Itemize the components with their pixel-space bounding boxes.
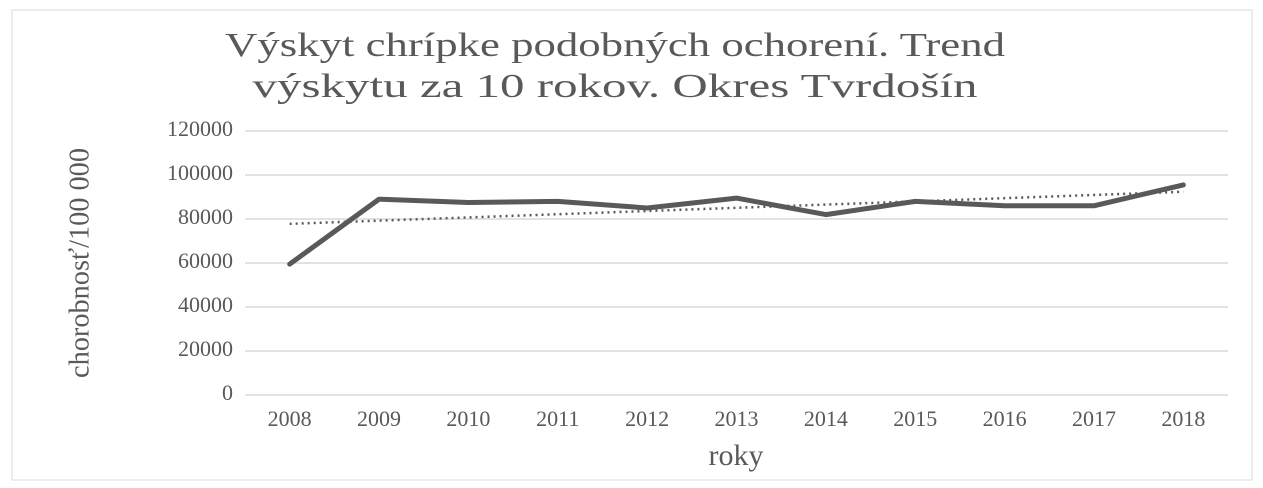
x-tick-label: 2010 (446, 406, 490, 431)
data-line (287, 182, 1186, 267)
x-tick-label: 2016 (983, 406, 1027, 431)
x-tick-label: 2017 (1072, 406, 1116, 431)
x-tick-label: 2013 (715, 406, 759, 431)
y-tick-label: 40000 (178, 292, 233, 317)
x-tick-label: 2011 (536, 406, 579, 431)
y-tick-label: 80000 (178, 204, 233, 229)
y-tick-label: 0 (222, 380, 233, 405)
y-tick-label: 120000 (167, 116, 233, 141)
y-axis-label: chorobnosť/100 000 (64, 148, 95, 378)
x-tick-label: 2008 (268, 406, 312, 431)
trend-line (289, 190, 1184, 226)
x-tick-label: 2012 (625, 406, 669, 431)
x-tick-label: 2015 (893, 406, 937, 431)
chart-title: výskytu za 10 rokov. Okres Tvrdošín (253, 68, 978, 105)
chart-border (11, 9, 1253, 481)
y-tick-label: 100000 (167, 160, 233, 185)
x-tick-label: 2009 (357, 406, 401, 431)
chart-title: Výskyt chrípke podobných ochorení. Trend (225, 27, 1005, 64)
x-tick-label: 2018 (1161, 406, 1205, 431)
y-tick-label: 20000 (178, 336, 233, 361)
y-tick-label: 60000 (178, 248, 233, 273)
x-axis-label: roky (709, 439, 764, 472)
x-tick-label: 2014 (804, 406, 848, 431)
